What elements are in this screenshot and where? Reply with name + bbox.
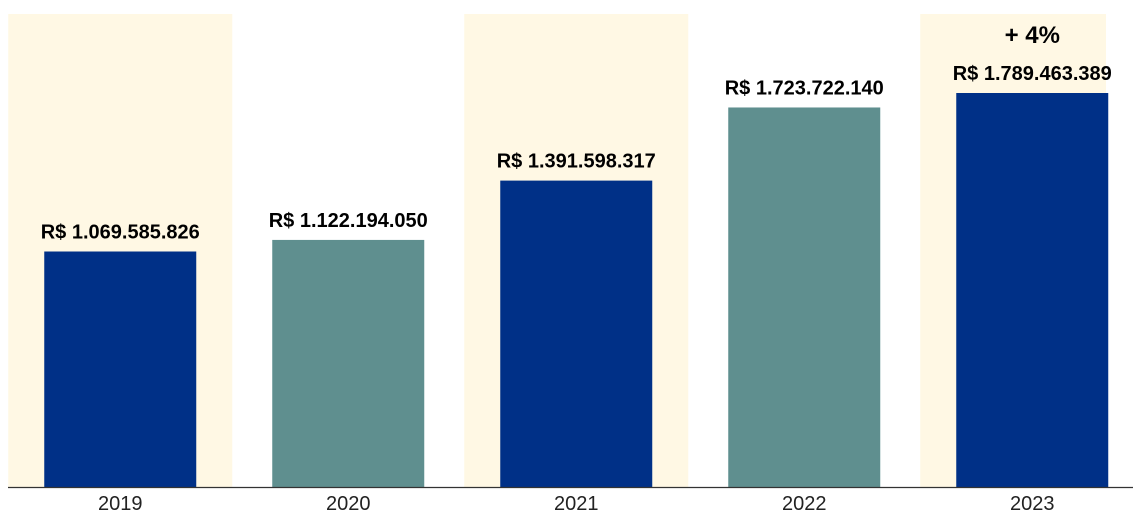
value-label: R$ 1.723.722.140	[725, 77, 884, 99]
bar	[500, 180, 653, 488]
bar	[272, 239, 425, 487]
value-label: R$ 1.789.463.389	[953, 63, 1112, 85]
annotation: + 4%	[1005, 22, 1060, 49]
x-tick-label: 2019	[98, 493, 143, 515]
bar	[956, 93, 1109, 487]
bar	[728, 107, 881, 487]
x-tick-label: 2021	[554, 493, 599, 515]
bar	[44, 251, 197, 487]
x-tick-label: 2020	[326, 493, 371, 515]
value-label: R$ 1.122.194.050	[269, 210, 428, 232]
x-tick-label: 2023	[1010, 493, 1055, 515]
x-tick-label: 2022	[782, 493, 827, 515]
value-label: R$ 1.391.598.317	[497, 151, 656, 173]
marks: R$ 1.069.585.826 2019 R$ 1.122.194.050 2020…	[41, 22, 1112, 515]
value-label: R$ 1.069.585.826	[41, 222, 200, 244]
